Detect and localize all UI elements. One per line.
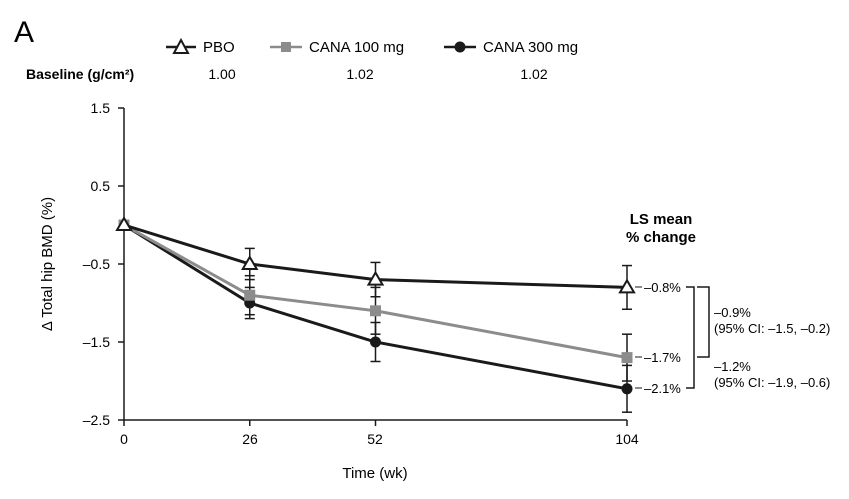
data-point: [370, 336, 381, 348]
x-axis-title: Time (wk): [342, 465, 407, 482]
end-label-cana-100: –1.7%: [644, 350, 681, 365]
legend-item-cana-300: CANA 300 mg: [444, 39, 578, 56]
legend-item-cana-100: CANA 100 mg: [270, 39, 404, 56]
series-line: [123, 223, 628, 360]
data-point: [241, 255, 259, 270]
end-label-pbo: –0.8%: [644, 280, 681, 295]
x-tick-label: 52: [367, 431, 383, 447]
comparison-cana-100-value: –0.9%: [714, 305, 751, 320]
baseline-label: Baseline (g/cm²): [26, 66, 134, 82]
comparison-cana-300-ci: (95% CI: –1.9, –0.6): [714, 375, 830, 390]
y-axis-ticks: 1.5 0.5 –0.5 –1.5 –2.5: [83, 100, 124, 428]
x-tick-label: 26: [242, 431, 258, 447]
y-tick-label: –1.5: [83, 334, 110, 350]
data-point: [621, 383, 633, 395]
data-point: [244, 289, 256, 301]
ls-mean-annotations: LS mean % change –0.8% –1.7% –2.1% –0.9%…: [626, 211, 830, 396]
series-line: [123, 223, 628, 391]
legend-item-pbo: PBO: [166, 37, 235, 56]
legend-label-cana-300: CANA 300 mg: [483, 39, 578, 56]
x-tick-label: 0: [120, 431, 128, 447]
comparison-bracket-cana-300: [686, 286, 695, 389]
data-point: [618, 278, 636, 294]
panel-letter: A: [14, 16, 34, 49]
comparison-bracket-cana-100: [697, 286, 710, 358]
series-layer: [115, 216, 636, 413]
data-point: [115, 216, 133, 231]
filled-circle-marker-icon: [454, 41, 466, 53]
y-tick-label: –0.5: [83, 256, 110, 272]
ls-mean-header-2: % change: [626, 229, 696, 246]
baseline-value-pbo: 1.00: [208, 66, 235, 82]
legend: PBO CANA 100 mg CANA 300 mg: [166, 37, 578, 56]
data-point: [370, 305, 381, 317]
x-axis-ticks: 0 26 52 104: [120, 420, 639, 447]
data-point: [366, 270, 385, 286]
end-label-cana-300: –2.1%: [644, 381, 681, 396]
x-tick-label: 104: [615, 431, 639, 447]
comparison-cana-300-value: –1.2%: [714, 359, 751, 374]
y-axis-title: Δ Total hip BMD (%): [39, 197, 56, 331]
data-point: [621, 352, 633, 364]
comparison-cana-100-ci: (95% CI: –1.5, –0.2): [714, 321, 830, 336]
legend-label-cana-100: CANA 100 mg: [309, 39, 404, 56]
ls-mean-header: LS mean: [630, 211, 693, 228]
baseline-value-cana-100: 1.02: [346, 66, 373, 82]
y-tick-label: –2.5: [83, 412, 110, 428]
y-tick-label: 1.5: [91, 100, 111, 116]
baseline-row: Baseline (g/cm²) 1.00 1.02 1.02: [26, 66, 548, 82]
y-tick-label: 0.5: [91, 178, 111, 194]
legend-label-pbo: PBO: [203, 39, 235, 56]
filled-square-marker-icon: [281, 42, 291, 52]
baseline-value-cana-300: 1.02: [520, 66, 547, 82]
series-pbo: [115, 216, 636, 310]
open-triangle-marker-icon: [172, 37, 190, 54]
series-line: [123, 223, 628, 289]
